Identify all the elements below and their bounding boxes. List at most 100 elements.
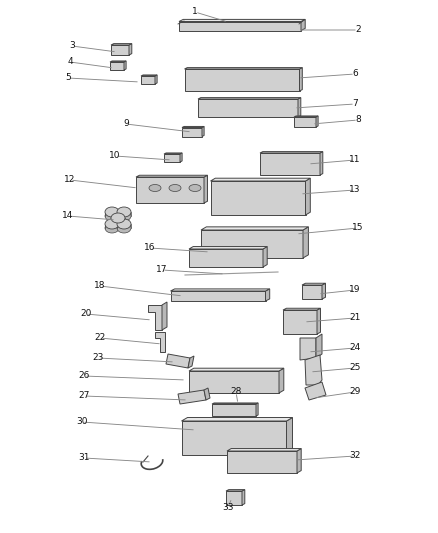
- Polygon shape: [316, 334, 322, 358]
- Text: 25: 25: [350, 364, 360, 373]
- Text: 33: 33: [222, 503, 234, 512]
- Text: 12: 12: [64, 175, 76, 184]
- Polygon shape: [155, 75, 157, 84]
- Polygon shape: [184, 69, 300, 91]
- Polygon shape: [198, 99, 298, 117]
- Polygon shape: [201, 230, 303, 258]
- Polygon shape: [320, 151, 323, 175]
- Text: 27: 27: [78, 392, 90, 400]
- Polygon shape: [227, 451, 297, 473]
- Polygon shape: [260, 153, 320, 175]
- Polygon shape: [184, 68, 302, 69]
- Text: 20: 20: [80, 310, 92, 319]
- Polygon shape: [322, 283, 325, 299]
- Text: 26: 26: [78, 372, 90, 381]
- Polygon shape: [300, 68, 302, 91]
- Polygon shape: [212, 404, 256, 416]
- Polygon shape: [124, 61, 126, 70]
- Polygon shape: [298, 98, 301, 117]
- Polygon shape: [279, 368, 284, 393]
- Polygon shape: [202, 126, 204, 136]
- Polygon shape: [136, 177, 204, 203]
- Polygon shape: [129, 44, 132, 55]
- Ellipse shape: [111, 213, 125, 223]
- Polygon shape: [283, 308, 321, 310]
- Text: 3: 3: [69, 42, 75, 51]
- Polygon shape: [260, 151, 323, 153]
- Polygon shape: [286, 417, 293, 455]
- Text: 30: 30: [76, 417, 88, 426]
- Polygon shape: [162, 302, 167, 330]
- Polygon shape: [297, 449, 301, 473]
- Text: 32: 32: [350, 451, 360, 461]
- Ellipse shape: [117, 219, 131, 229]
- Polygon shape: [111, 44, 132, 45]
- Text: 5: 5: [65, 74, 71, 83]
- Polygon shape: [317, 308, 321, 334]
- Polygon shape: [155, 332, 165, 352]
- Polygon shape: [316, 116, 318, 127]
- Polygon shape: [136, 175, 208, 177]
- Ellipse shape: [117, 211, 131, 221]
- Text: 29: 29: [350, 387, 360, 397]
- Polygon shape: [182, 126, 204, 127]
- Polygon shape: [204, 388, 210, 400]
- Polygon shape: [164, 153, 182, 154]
- Polygon shape: [305, 178, 310, 215]
- Polygon shape: [226, 490, 245, 491]
- Polygon shape: [198, 98, 301, 99]
- Text: 17: 17: [156, 265, 168, 274]
- Polygon shape: [305, 355, 322, 385]
- Polygon shape: [263, 247, 267, 267]
- Text: 4: 4: [67, 58, 73, 67]
- Polygon shape: [211, 181, 305, 215]
- Polygon shape: [204, 175, 208, 203]
- Polygon shape: [189, 371, 279, 393]
- Polygon shape: [182, 127, 202, 136]
- Text: 16: 16: [144, 244, 156, 253]
- Polygon shape: [305, 382, 326, 400]
- Text: 22: 22: [94, 334, 106, 343]
- Polygon shape: [110, 61, 126, 62]
- Polygon shape: [256, 403, 258, 416]
- Text: 2: 2: [355, 26, 361, 35]
- Polygon shape: [189, 247, 267, 249]
- Text: 11: 11: [349, 156, 361, 165]
- Polygon shape: [180, 153, 182, 162]
- Text: 24: 24: [350, 343, 360, 352]
- Text: 28: 28: [230, 387, 242, 397]
- Text: 6: 6: [352, 69, 358, 78]
- Polygon shape: [300, 338, 316, 360]
- Polygon shape: [242, 490, 245, 505]
- Polygon shape: [181, 417, 293, 421]
- Polygon shape: [265, 289, 270, 301]
- Text: 23: 23: [92, 353, 104, 362]
- Polygon shape: [294, 117, 316, 127]
- Ellipse shape: [117, 207, 131, 217]
- Polygon shape: [111, 45, 129, 55]
- Polygon shape: [226, 491, 242, 505]
- Polygon shape: [141, 75, 157, 76]
- Ellipse shape: [189, 184, 201, 191]
- Polygon shape: [170, 289, 270, 291]
- Text: 10: 10: [109, 151, 121, 160]
- Polygon shape: [148, 305, 162, 330]
- Polygon shape: [201, 227, 308, 230]
- Ellipse shape: [117, 223, 131, 233]
- Ellipse shape: [169, 184, 181, 191]
- Polygon shape: [302, 285, 322, 299]
- Polygon shape: [189, 368, 284, 371]
- Ellipse shape: [105, 223, 119, 233]
- Polygon shape: [302, 283, 325, 285]
- Polygon shape: [164, 154, 180, 162]
- Polygon shape: [179, 19, 305, 21]
- Polygon shape: [303, 227, 308, 258]
- Polygon shape: [166, 354, 190, 368]
- Text: 14: 14: [62, 212, 74, 221]
- Polygon shape: [211, 178, 310, 181]
- Ellipse shape: [105, 211, 119, 221]
- Polygon shape: [189, 249, 263, 267]
- Ellipse shape: [149, 184, 161, 191]
- Text: 21: 21: [350, 313, 360, 322]
- Polygon shape: [141, 76, 155, 84]
